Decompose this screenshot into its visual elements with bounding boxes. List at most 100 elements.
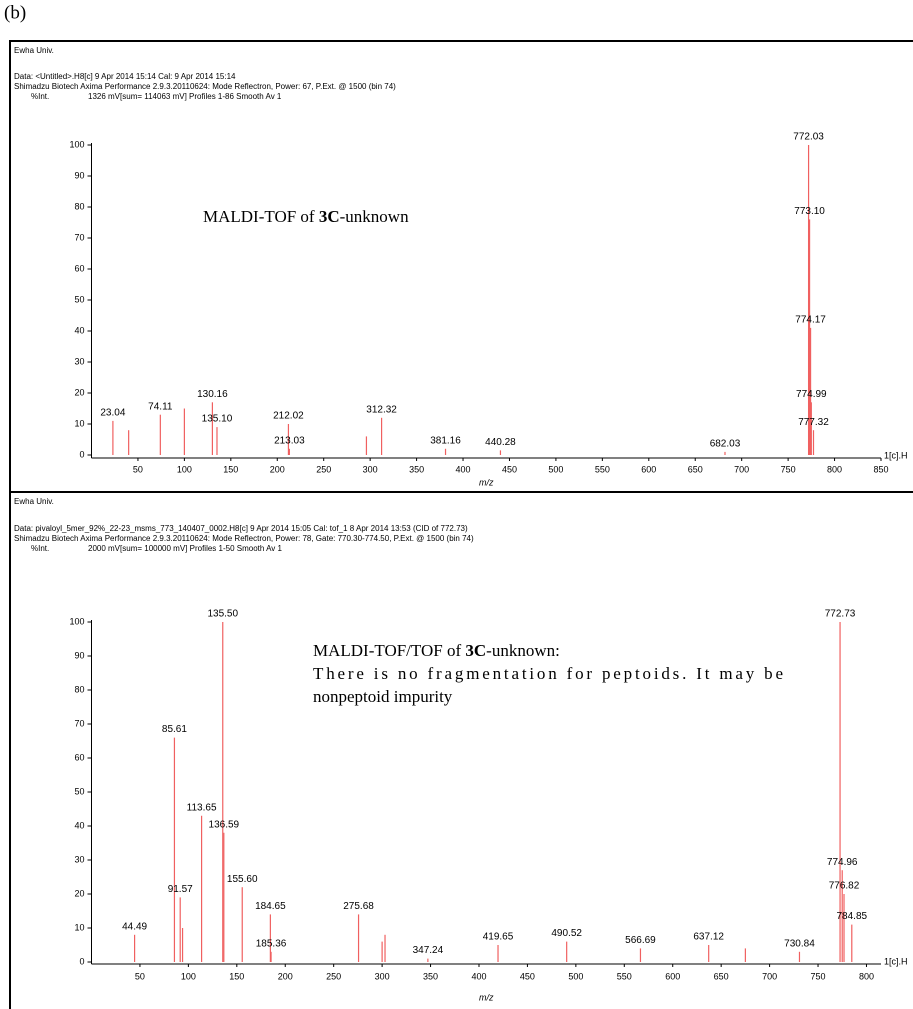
- x-tick-label: 750: [811, 971, 826, 981]
- x-tick-label: 350: [423, 971, 438, 981]
- x-tick-label: 150: [229, 971, 244, 981]
- peak-label: 155.60: [227, 874, 258, 885]
- x-tick-label: 500: [568, 971, 583, 981]
- y-tick-label: 0: [79, 956, 84, 966]
- x-tick-label: 200: [270, 464, 285, 474]
- y-tick-label: 10: [74, 418, 84, 428]
- peak-label: 135.10: [202, 414, 233, 425]
- y-tick-label: 20: [74, 387, 84, 397]
- annotation-part: 3C: [465, 641, 486, 660]
- peak-label: 419.65: [483, 932, 514, 943]
- peak-label: 776.82: [829, 881, 860, 892]
- x-tick-label: 600: [641, 464, 656, 474]
- peak-label: 784.85: [836, 911, 867, 922]
- annotation: MALDI-TOF of 3C-unknown: [203, 207, 409, 226]
- peak-label: 682.03: [710, 439, 741, 450]
- peak-label: 275.68: [343, 901, 374, 912]
- x-tick-label: 400: [471, 971, 486, 981]
- x-tick-label: 200: [278, 971, 293, 981]
- peak-label: 774.96: [827, 857, 858, 868]
- annotation-part: 3C: [319, 207, 340, 226]
- x-tick-label: 100: [177, 464, 192, 474]
- y-tick-label: 40: [74, 325, 84, 335]
- annotation-part: -unknown: [340, 207, 409, 226]
- peak-label: 381.16: [430, 435, 461, 446]
- x-tick-label: 250: [326, 971, 341, 981]
- x-tick-label: 550: [595, 464, 610, 474]
- y-tick-label: 30: [74, 356, 84, 366]
- y-tick-label: 100: [69, 616, 84, 626]
- x-tick-label: 450: [520, 971, 535, 981]
- peak-label: 440.28: [485, 437, 516, 448]
- header-line: Shimadzu Biotech Axima Performance 2.9.3…: [14, 82, 396, 91]
- y-tick-label: 60: [74, 752, 84, 762]
- y-axis-label: %Int.: [31, 544, 49, 553]
- x-tick-label: 700: [734, 464, 749, 474]
- peak-label: 184.65: [255, 901, 286, 912]
- annotation-part: There is no fragmentation for peptoids. …: [313, 664, 783, 683]
- y-tick-label: 90: [74, 650, 84, 660]
- intensity-info: 2000 mV[sum= 100000 mV] Profiles 1-50 Sm…: [88, 544, 283, 553]
- edge-label: 1[c].H: [884, 956, 908, 966]
- x-tick-label: 450: [502, 464, 517, 474]
- y-tick-label: 90: [74, 170, 84, 180]
- peak-label: 566.69: [625, 935, 656, 946]
- annotation: MALDI-TOF/TOF of 3C-unknown:: [313, 641, 560, 660]
- x-tick-label: 800: [827, 464, 842, 474]
- y-axis-label: %Int.: [31, 92, 49, 101]
- y-tick-label: 60: [74, 263, 84, 273]
- x-tick-label: 800: [859, 971, 874, 981]
- x-tick-label: 350: [409, 464, 424, 474]
- y-tick-label: 50: [74, 786, 84, 796]
- x-tick-label: 700: [762, 971, 777, 981]
- annotation-part: MALDI-TOF/TOF of: [313, 641, 465, 660]
- x-tick-label: 300: [375, 971, 390, 981]
- y-tick-label: 40: [74, 820, 84, 830]
- intensity-info: 1326 mV[sum= 114063 mV] Profiles 1-86 Sm…: [88, 92, 282, 101]
- peak-label: 312.32: [366, 404, 397, 415]
- peak-label: 212.02: [273, 411, 304, 422]
- peak-label: 74.11: [148, 401, 173, 412]
- peak-label: 777.32: [798, 417, 829, 428]
- peak-label: 85.61: [162, 724, 187, 735]
- x-tick-label: 850: [873, 464, 888, 474]
- y-tick-label: 80: [74, 201, 84, 211]
- x-tick-label: 50: [135, 971, 145, 981]
- x-tick-label: 250: [316, 464, 331, 474]
- peak-label: 637.12: [693, 932, 724, 943]
- x-tick-label: 600: [665, 971, 680, 981]
- y-tick-label: 100: [69, 139, 84, 149]
- annotation: There is no fragmentation for peptoids. …: [313, 664, 783, 683]
- x-tick-label: 150: [223, 464, 238, 474]
- x-tick-label: 550: [617, 971, 632, 981]
- header-line: Ewha Univ.: [14, 497, 54, 506]
- peak-label: 135.50: [207, 609, 238, 620]
- peak-label: 44.49: [122, 921, 147, 932]
- y-tick-label: 50: [74, 294, 84, 304]
- annotation-part: MALDI-TOF of: [203, 207, 319, 226]
- x-axis-label: m/z: [479, 477, 494, 487]
- x-tick-label: 50: [133, 464, 143, 474]
- peak-label: 774.99: [796, 389, 827, 400]
- y-tick-label: 70: [74, 232, 84, 242]
- header-line: Data: <Untitled>.H8[c] 9 Apr 2014 15:14 …: [14, 72, 236, 81]
- peak-label: 136.59: [209, 819, 240, 830]
- peak-label: 23.04: [100, 408, 125, 419]
- peak-label: 347.24: [413, 945, 444, 956]
- peak-label: 772.03: [793, 132, 824, 143]
- x-tick-label: 100: [181, 971, 196, 981]
- header-line: Data: pivaloyl_5mer_92%_22-23_msms_773_1…: [14, 524, 468, 533]
- annotation-part: -unknown:: [486, 641, 560, 660]
- y-tick-label: 20: [74, 888, 84, 898]
- y-tick-label: 10: [74, 922, 84, 932]
- peak-label: 772.73: [825, 609, 856, 620]
- y-tick-label: 70: [74, 718, 84, 728]
- peak-label: 490.52: [551, 928, 582, 939]
- peak-label: 773.10: [794, 206, 825, 217]
- header-line: Ewha Univ.: [14, 46, 54, 55]
- annotation-part: nonpeptoid impurity: [313, 687, 453, 706]
- peak-label: 213.03: [274, 435, 305, 446]
- peak-label: 130.16: [197, 389, 228, 400]
- peak-label: 113.65: [187, 802, 217, 813]
